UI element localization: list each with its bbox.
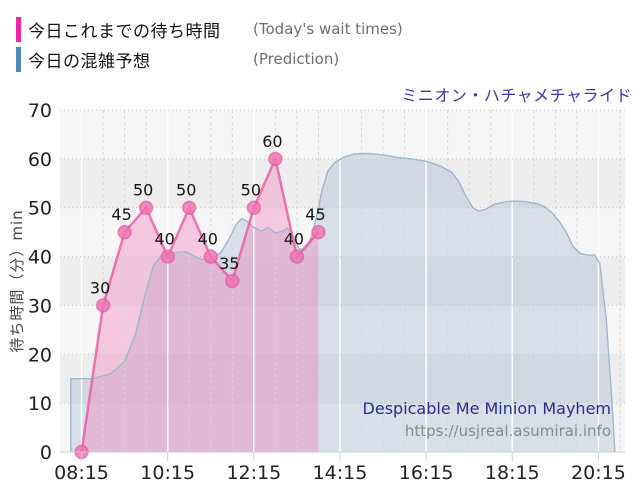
data-point-label: 40 bbox=[198, 230, 218, 249]
y-tick-label: 20 bbox=[28, 344, 52, 366]
plot-band bbox=[60, 158, 625, 208]
data-point-marker bbox=[117, 224, 132, 240]
data-point-marker bbox=[246, 200, 262, 215]
legend-swatch-today-icon bbox=[16, 16, 21, 42]
data-point-marker bbox=[311, 224, 326, 240]
x-tick-label: 12:15 bbox=[226, 462, 281, 484]
data-point-label: 35 bbox=[219, 254, 239, 273]
data-point-label: 50 bbox=[176, 181, 196, 200]
watermark-ride-name: Despicable Me Minion Mayhem bbox=[362, 399, 611, 418]
watermark-url: https://usjreal.asumirai.info bbox=[404, 422, 611, 440]
data-point-label: 40 bbox=[284, 230, 304, 249]
data-point-marker bbox=[138, 200, 154, 215]
y-tick-label: 40 bbox=[28, 247, 52, 269]
data-point-label: 45 bbox=[305, 205, 325, 224]
y-axis-title: 待ち時間（分）min bbox=[8, 209, 26, 352]
y-tick-label: 10 bbox=[28, 393, 52, 415]
data-point-label: 50 bbox=[241, 181, 261, 200]
prediction-line bbox=[70, 152, 616, 453]
y-tick-label: 50 bbox=[28, 198, 52, 220]
x-tick-label: 10:15 bbox=[140, 462, 195, 484]
plot-band bbox=[60, 207, 625, 257]
watermark: Despicable Me Minion Mayhem https://usjr… bbox=[363, 398, 611, 442]
data-point-marker bbox=[160, 249, 175, 264]
data-point-label: 50 bbox=[133, 181, 153, 200]
data-point-label: 40 bbox=[155, 230, 175, 249]
x-tick-label: 20:15 bbox=[571, 462, 626, 484]
y-tick-label: 60 bbox=[28, 149, 52, 171]
data-point-marker bbox=[95, 298, 111, 313]
y-tick-label: 0 bbox=[40, 442, 52, 464]
data-point-marker bbox=[289, 249, 305, 264]
legend-item-today: 今日これまでの待ち時間 (Today's wait times) bbox=[16, 14, 403, 44]
legend-item-prediction: 今日の混雑予想 (Prediction) bbox=[16, 44, 403, 74]
today-area bbox=[81, 158, 319, 452]
legend-swatch-prediction-icon bbox=[16, 46, 21, 72]
y-tick-label: 30 bbox=[28, 295, 52, 317]
x-tick-label: 16:15 bbox=[399, 462, 454, 484]
data-point-label: 30 bbox=[90, 278, 110, 297]
x-tick-label: 08:15 bbox=[54, 462, 109, 484]
legend-label-prediction-en: (Prediction) bbox=[253, 50, 340, 68]
x-tick-label: 18:15 bbox=[485, 462, 540, 484]
plot-band bbox=[60, 110, 625, 159]
plot-band bbox=[60, 354, 625, 404]
x-tick-label: 14:15 bbox=[313, 462, 368, 484]
y-tick-label: 70 bbox=[28, 100, 52, 122]
legend-label-today-jp: 今日これまでの待ち時間 bbox=[28, 21, 221, 42]
prediction-area bbox=[70, 153, 615, 452]
legend-label-prediction-jp: 今日の混雑予想 bbox=[28, 51, 151, 72]
plot-band bbox=[60, 403, 625, 452]
today-line bbox=[80, 154, 320, 453]
legend-label-today-en: (Today's wait times) bbox=[253, 20, 403, 38]
data-point-label: 45 bbox=[111, 205, 131, 224]
data-point-marker bbox=[225, 273, 240, 289]
data-point-label: 60 bbox=[262, 132, 282, 151]
chart-title: ミニオン・ハチャメチャライド bbox=[401, 86, 632, 105]
legend: 今日これまでの待ち時間 (Today's wait times) 今日の混雑予想… bbox=[16, 14, 403, 74]
data-point-marker bbox=[203, 249, 219, 264]
data-point-marker bbox=[268, 151, 283, 167]
plot-band bbox=[60, 305, 625, 355]
data-point-marker bbox=[181, 200, 197, 215]
